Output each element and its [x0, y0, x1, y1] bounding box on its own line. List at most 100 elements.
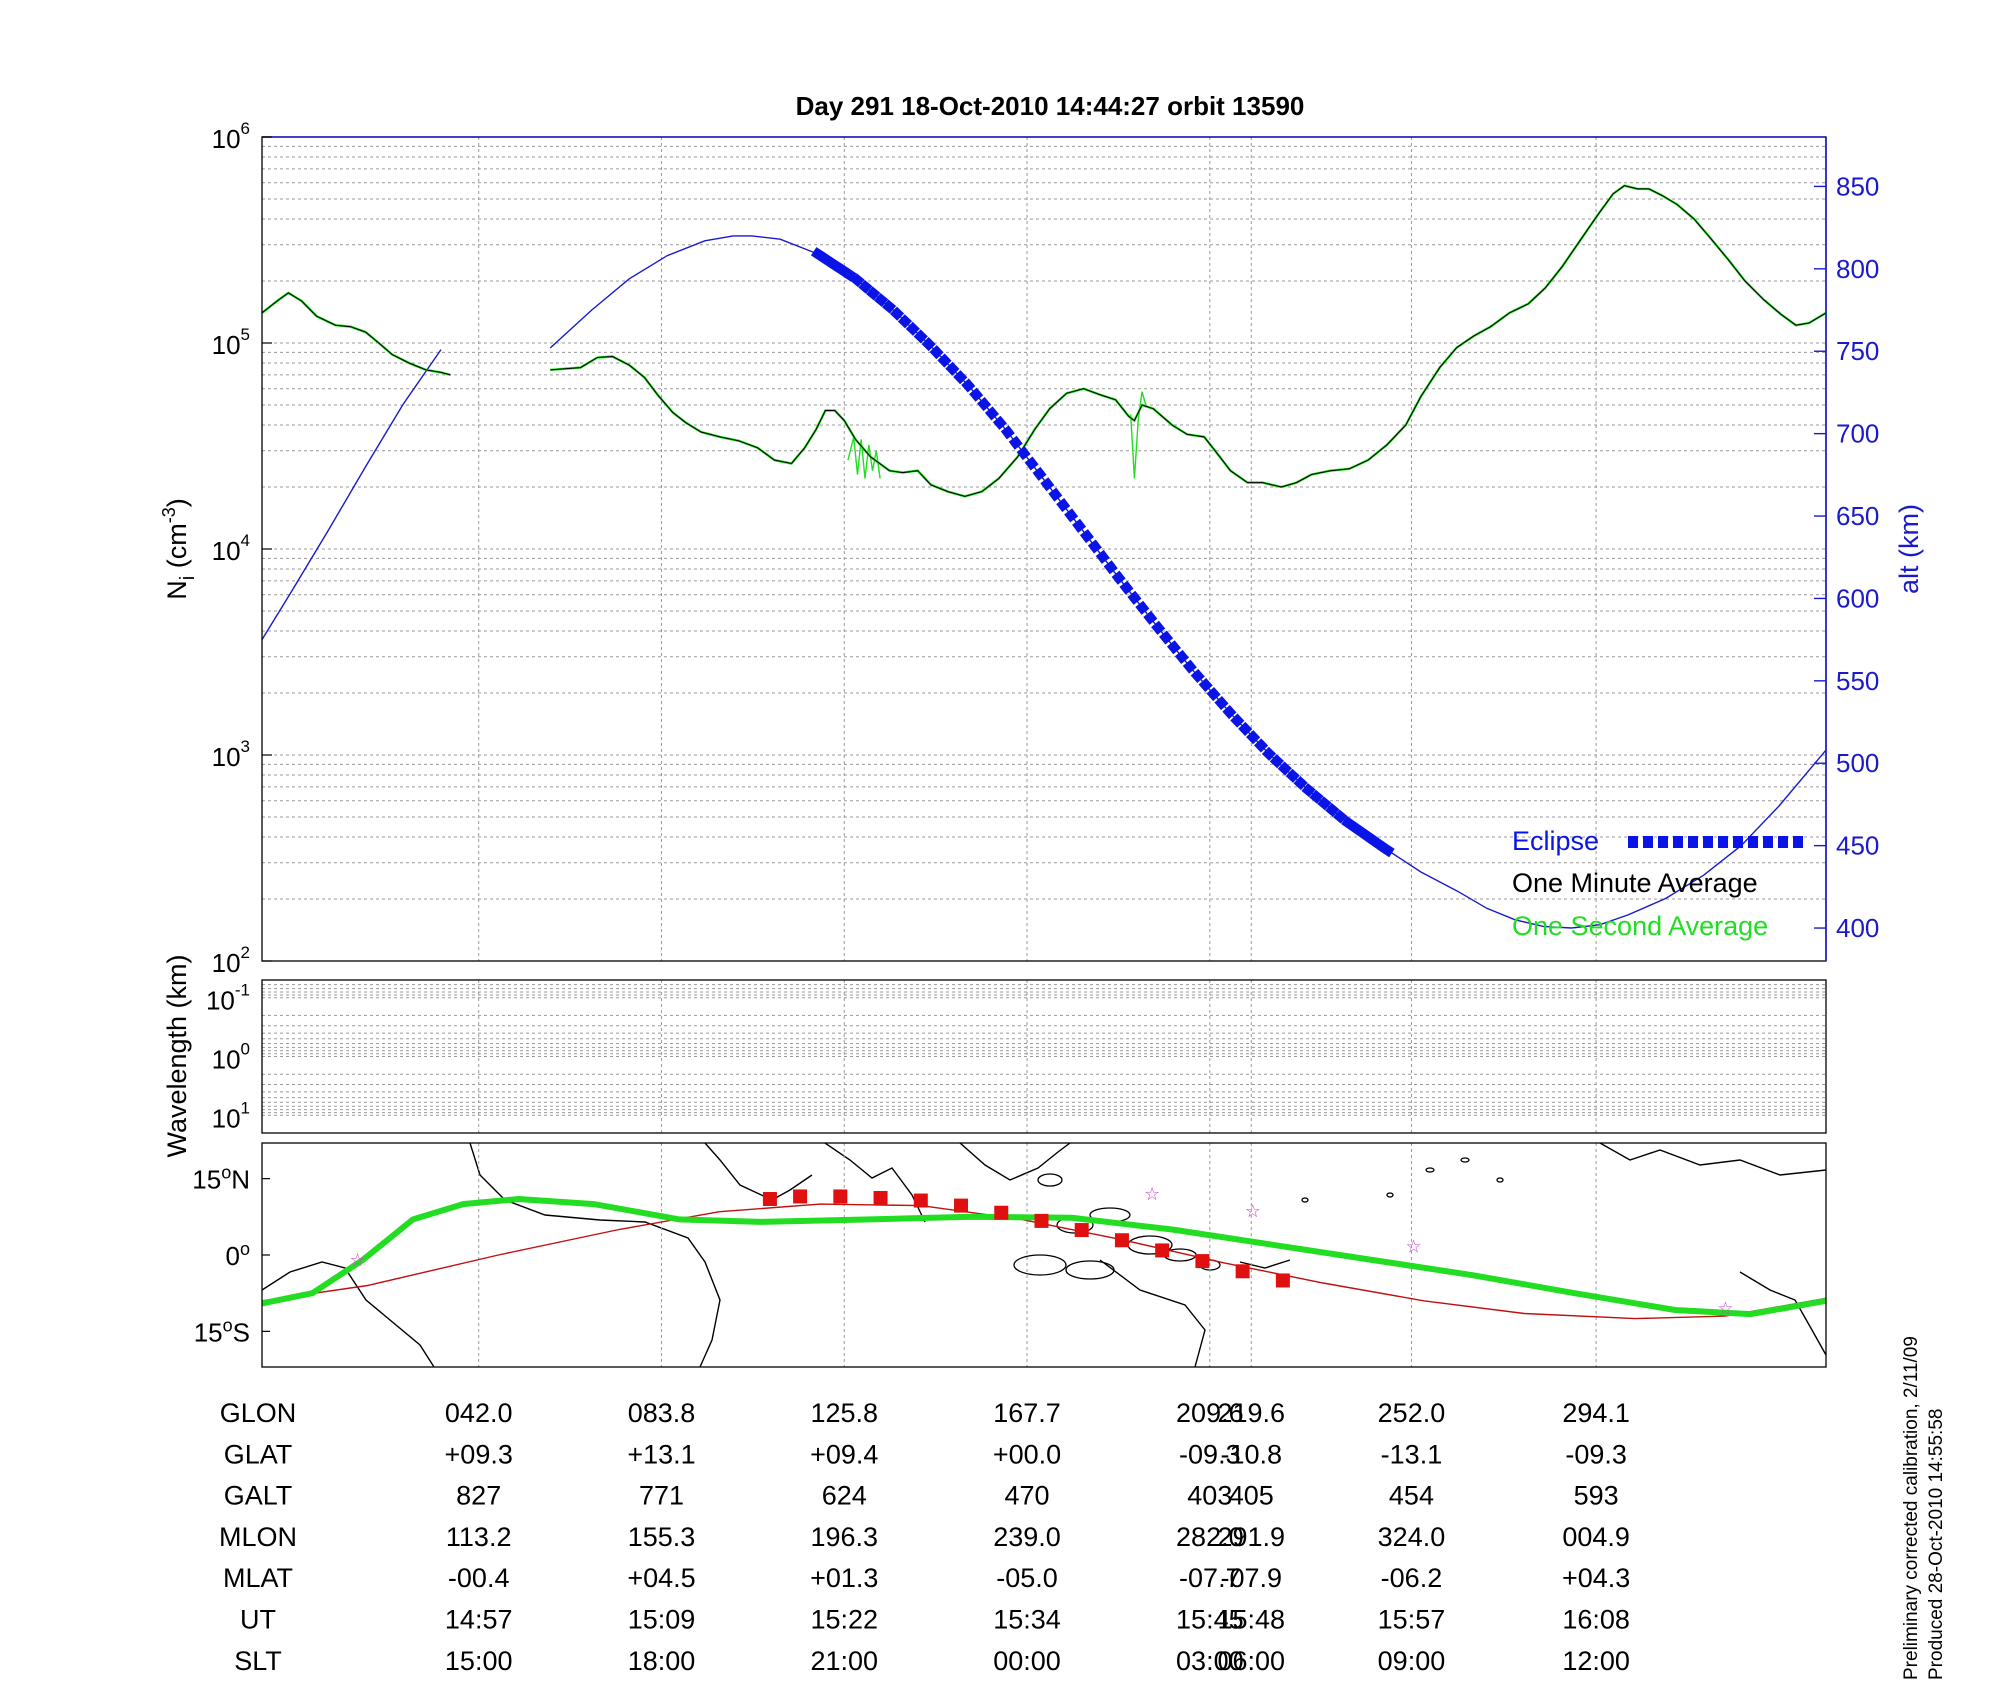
eclipse-marker: [1182, 659, 1197, 674]
altitude-tick-label: 550: [1836, 666, 1879, 696]
eclipse-marker: [937, 353, 952, 368]
star-marker: ☆: [1245, 1201, 1261, 1222]
eclipse-marker: [992, 415, 1007, 430]
eclipse-track-marker: [762, 1192, 777, 1206]
table-cell: 125.8: [810, 1398, 878, 1428]
table-row-label: GALT: [224, 1481, 293, 1511]
wavelength-tick-label: 10-1: [206, 981, 250, 1016]
eclipse-marker: [1206, 686, 1221, 702]
altitude-tick-label: 400: [1836, 913, 1879, 943]
eclipse-marker: [874, 292, 889, 308]
eclipse-marker: [1222, 704, 1237, 720]
table-cell: -05.0: [996, 1563, 1058, 1593]
table-cell: -07.7: [1179, 1563, 1241, 1593]
table-cell: 291.9: [1217, 1522, 1285, 1552]
altitude-tick-label: 850: [1836, 171, 1879, 201]
eclipse-marker: [1230, 713, 1245, 728]
eclipse-marker: [1024, 456, 1039, 471]
eclipse-marker: [945, 361, 960, 376]
legend-eclipse-square: [1673, 836, 1683, 848]
table-cell: 324.0: [1378, 1522, 1446, 1552]
eclipse-track-marker: [1275, 1273, 1290, 1288]
altitude-tick-labels: 400 450 500 550 600 650 700 750 800 850: [1814, 171, 1879, 943]
table-cell: 209.6: [1176, 1398, 1244, 1428]
table-cell: 15:45: [1176, 1605, 1244, 1635]
map-latitude-label: 0o: [226, 1239, 250, 1271]
eclipse-marker: [1333, 809, 1348, 824]
table-cell: 282.0: [1176, 1522, 1244, 1552]
legend-eclipse-square: [1793, 836, 1803, 848]
table-cell: -00.4: [448, 1563, 510, 1593]
eclipse-marker: [1127, 590, 1142, 605]
table-cell: 004.9: [1562, 1522, 1630, 1552]
table-cell: +01.3: [810, 1563, 878, 1593]
altitude-line: [817, 253, 1827, 929]
legend-eclipse-marker: [1628, 836, 1803, 848]
density-gridlines: [262, 145, 1826, 900]
eclipse-marker: [1000, 425, 1015, 440]
eclipse-marker: [929, 345, 944, 360]
legend-eclipse-label: Eclipse: [1512, 826, 1599, 856]
island-outline: [1301, 1197, 1309, 1203]
table-cell: +09.3: [445, 1439, 513, 1469]
table-row-label: SLT: [234, 1646, 282, 1676]
eclipse-marker: [1151, 620, 1166, 635]
eclipse-marker: [850, 273, 865, 288]
table-cell: 15:48: [1217, 1605, 1285, 1635]
table-cell: -09.3: [1179, 1439, 1241, 1469]
island-outline: [1386, 1192, 1394, 1198]
eclipse-marker: [1254, 738, 1269, 753]
eclipse-marker: [1064, 508, 1079, 523]
eclipse-marker: [1277, 761, 1292, 776]
table-cell: 593: [1574, 1481, 1619, 1511]
table-cell: 470: [1005, 1481, 1050, 1511]
eclipse-track-marker: [1235, 1264, 1250, 1279]
altitude-line: [549, 235, 819, 349]
eclipse-marker: [1032, 466, 1047, 481]
map-latitude-label: 15oS: [194, 1315, 250, 1347]
eclipse-marker: [953, 370, 968, 385]
table-cell: -09.3: [1565, 1439, 1627, 1469]
eclipse-marker: [1174, 649, 1189, 664]
eclipse-marker: [1246, 730, 1261, 745]
density-tick-label: 104: [212, 531, 250, 566]
eclipse-track-marker: [913, 1193, 928, 1208]
star-marker: ☆: [1717, 1298, 1733, 1319]
eclipse-marker: [1166, 640, 1182, 655]
eclipse-marker: [1261, 746, 1277, 761]
legend-eclipse-square: [1778, 836, 1788, 848]
eclipse-marker: [977, 397, 992, 412]
wavelength-tick-label: 100: [212, 1040, 250, 1075]
legend-eclipse-square: [1733, 836, 1743, 848]
eclipse-marker: [1293, 775, 1308, 791]
coastline: [261, 1261, 435, 1368]
coastline: [1599, 1142, 1827, 1176]
map-vertical-gridlines: [478, 1143, 1597, 1367]
table-cell: 16:08: [1562, 1605, 1630, 1635]
legend-eclipse-square: [1763, 836, 1773, 848]
table-cell: +13.1: [627, 1439, 695, 1469]
coastline: [959, 1142, 1071, 1181]
eclipse-marker: [1317, 796, 1332, 811]
table-cell: 113.2: [446, 1522, 512, 1552]
eclipse-marker: [889, 306, 905, 321]
eclipse-track-marker: [1114, 1233, 1129, 1248]
ion-density-panel: 102 103 104 105 106 400 450 500 550 600 650 700 750…: [159, 119, 1924, 978]
table-cell: 167.7: [993, 1398, 1061, 1428]
eclipse-marker: [1325, 802, 1340, 818]
table-cell: 15:57: [1378, 1605, 1446, 1635]
table-cell: 771: [639, 1481, 684, 1511]
legend-eclipse-square: [1748, 836, 1758, 848]
eclipse-track-marker: [1074, 1223, 1089, 1238]
eclipse-marker: [1095, 549, 1110, 564]
table-cell: +00.0: [993, 1439, 1061, 1469]
eclipse-track-marker: [1034, 1213, 1049, 1228]
eclipse-marker: [1040, 477, 1055, 492]
eclipse-marker: [1103, 560, 1118, 575]
legend-eclipse-square: [1628, 836, 1638, 848]
island-outline: [1037, 1173, 1063, 1187]
eclipse-track-marker: [1155, 1243, 1170, 1258]
wavelength-tick-labels: 10-1 100 101: [206, 981, 250, 1134]
coastline: [1239, 1259, 1291, 1269]
